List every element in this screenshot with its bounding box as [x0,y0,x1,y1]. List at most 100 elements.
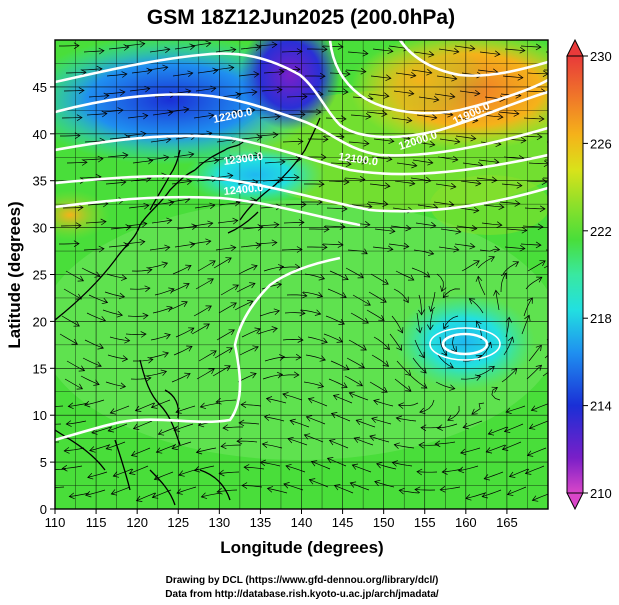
streamline-arrowhead [441,349,448,356]
streamline-arrowhead [319,355,326,362]
streamline-segment [216,329,235,341]
streamline-segment [60,135,81,137]
streamline-arrowhead [449,92,456,100]
streamline-segment [192,222,213,227]
streamline-segment [81,68,103,71]
streamline-arrowhead [189,43,196,50]
streamline-arrowhead [141,220,148,228]
streamline-arrowhead [418,441,425,449]
streamline-arrowhead [279,354,286,361]
streamline-arrowhead [205,40,212,48]
streamline-arrowhead [526,450,534,457]
streamline-segment [194,204,215,209]
streamline-arrowhead [272,131,279,139]
streamline-arrowhead [213,157,220,165]
streamline-arrowhead [485,447,493,454]
colorbar-tick-label: 230 [590,49,612,64]
streamline-segment [282,141,304,143]
streamline-arrowhead [271,326,278,333]
streamline-segment [509,468,529,477]
streamline-segment [458,207,479,212]
streamline-arrowhead [426,68,433,76]
streamline-arrowhead [200,492,208,499]
streamline-arrowhead [216,487,223,495]
streamline-arrowhead [355,418,363,426]
streamline-arrowhead [338,133,345,140]
streamline-segment [529,420,548,429]
streamline-arrowhead [501,444,509,451]
streamline-arrowhead [265,396,273,403]
streamline-arrowhead [188,151,195,158]
streamline-segment [348,339,367,351]
streamline-arrowhead [253,71,260,78]
streamline-segment [327,288,347,298]
streamline-arrowhead [436,424,443,431]
colorbar-tick-label: 222 [590,224,612,239]
streamline-segment [84,399,105,406]
streamline-segment [281,51,303,53]
streamline-segment [89,444,110,451]
streamline-arrowhead [342,88,349,96]
streamline-segment [259,310,280,317]
streamline-segment [64,378,83,390]
streamline-arrowhead [318,274,326,281]
streamline-arrowhead [433,95,440,103]
streamline-segment [395,72,416,77]
streamline-segment [148,156,169,161]
streamline-segment [197,69,218,74]
streamline-arrowhead [561,247,566,253]
streamline-segment [132,160,153,164]
streamline-arrowhead [122,152,129,159]
streamline-segment [150,334,171,341]
streamline-arrowhead [494,50,501,58]
streamline-arrowhead [240,401,247,408]
streamline-segment [174,45,195,50]
streamline-arrowhead [185,264,192,271]
streamline-arrowhead [142,112,149,120]
streamline-segment [80,176,102,179]
streamline-segment [502,441,522,450]
streamline-segment [429,309,434,330]
streamline-segment [88,294,108,303]
streamline-segment [438,246,459,251]
streamline-segment [55,468,67,470]
streamline-arrowhead [220,442,227,450]
streamline-segment [62,465,83,469]
streamline-segment [486,444,506,453]
streamline-segment [212,365,231,377]
colorbar-body [566,55,584,494]
streamline-segment [350,114,371,118]
streamline-segment [85,489,106,496]
streamline-arrowhead [386,155,393,163]
streamline-segment [506,228,527,231]
streamline-arrowhead [470,134,477,142]
streamline-arrowhead [310,460,318,467]
streamline-segment [348,141,369,145]
streamline-arrowhead [299,309,306,317]
streamline-arrowhead [222,424,229,431]
streamline-arrowhead [203,323,210,330]
streamline-arrowhead [98,47,105,55]
streamline-segment [65,270,84,282]
streamline-segment [352,294,371,306]
streamline-arrowhead [109,408,117,415]
streamline-segment [366,111,387,115]
streamline-segment [125,133,146,137]
streamline-arrowhead [452,155,459,163]
streamline-segment [410,375,428,389]
streamline-segment [393,288,409,303]
streamline-arrowhead [124,336,131,344]
streamline-arrowhead [128,468,136,475]
streamline-segment [371,156,392,160]
streamline-arrowhead [236,437,243,445]
streamline-segment [488,426,508,435]
streamline-segment [282,339,304,341]
streamline-arrowhead [193,466,201,473]
streamline-segment [168,301,188,311]
streamline-segment [471,402,485,415]
streamline-segment [285,465,306,473]
streamline-arrowhead [183,106,190,114]
streamline-arrowhead [535,364,542,371]
streamline-arrowhead [483,474,490,481]
streamline-segment [505,405,526,413]
